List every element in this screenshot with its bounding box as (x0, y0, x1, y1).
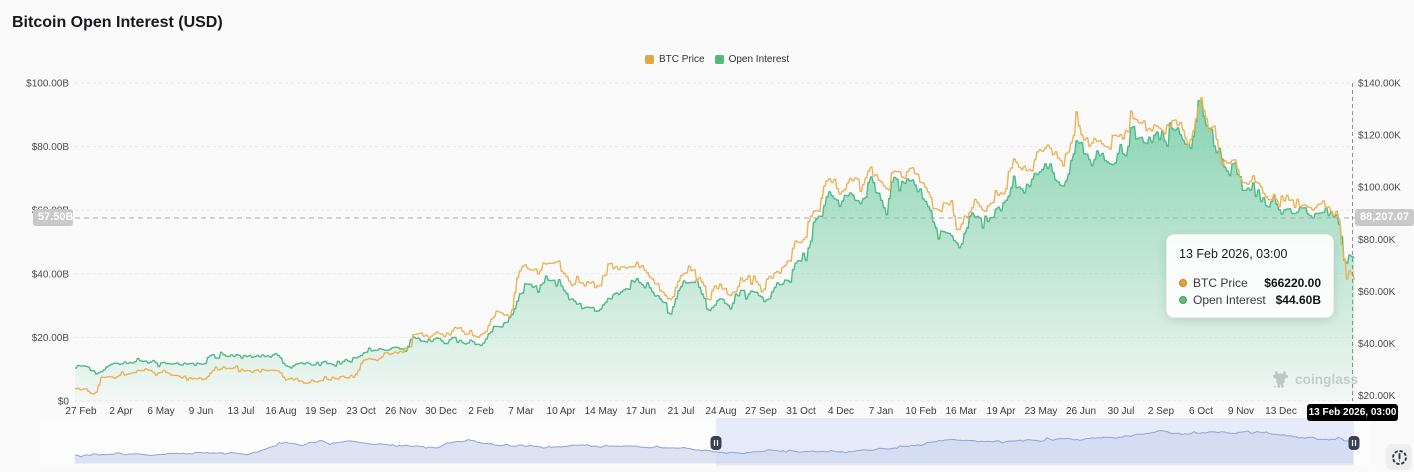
svg-text:$20.00B: $20.00B (32, 333, 70, 344)
svg-text:$40.00K: $40.00K (1358, 339, 1396, 350)
svg-text:13 Dec: 13 Dec (1265, 406, 1297, 417)
svg-text:$100.00B: $100.00B (26, 79, 69, 90)
svg-text:23 Oct: 23 Oct (346, 406, 376, 417)
svg-text:16 Mar: 16 Mar (945, 406, 977, 417)
svg-text:$0: $0 (58, 397, 70, 408)
svg-text:7 Jan: 7 Jan (869, 406, 893, 417)
svg-text:10 Feb: 10 Feb (905, 406, 937, 417)
svg-text:10 Apr: 10 Apr (547, 406, 577, 417)
svg-text:7 Mar: 7 Mar (508, 406, 534, 417)
svg-text:$80.00B: $80.00B (32, 142, 70, 153)
svg-text:$140.00K: $140.00K (1358, 79, 1401, 90)
svg-text:30 Jul: 30 Jul (1108, 406, 1135, 417)
svg-text:2 Sep: 2 Sep (1148, 406, 1175, 417)
svg-text:6 Oct: 6 Oct (1189, 406, 1213, 417)
svg-text:6 May: 6 May (147, 406, 174, 417)
svg-text:23 May: 23 May (1025, 406, 1058, 417)
svg-text:2 Feb: 2 Feb (468, 406, 494, 417)
svg-text:9 Jun: 9 Jun (189, 406, 213, 417)
svg-text:17 Jun: 17 Jun (626, 406, 656, 417)
svg-text:$40.00B: $40.00B (32, 269, 70, 280)
svg-text:$100.00K: $100.00K (1358, 183, 1401, 194)
svg-text:19 Sep: 19 Sep (305, 406, 337, 417)
svg-text:26 Nov: 26 Nov (385, 406, 417, 417)
svg-text:2 Apr: 2 Apr (109, 406, 133, 417)
svg-text:$60.00K: $60.00K (1358, 287, 1396, 298)
svg-text:24 Aug: 24 Aug (705, 406, 736, 417)
svg-text:31 Oct: 31 Oct (786, 406, 816, 417)
svg-text:27 Sep: 27 Sep (745, 406, 777, 417)
svg-text:27 Feb: 27 Feb (65, 406, 97, 417)
svg-text:16 Aug: 16 Aug (265, 406, 296, 417)
svg-text:13 Jul: 13 Jul (228, 406, 255, 417)
svg-text:9 Nov: 9 Nov (1228, 406, 1254, 417)
svg-text:21 Jul: 21 Jul (668, 406, 695, 417)
svg-text:26 Jun: 26 Jun (1066, 406, 1096, 417)
svg-text:$20.00K: $20.00K (1358, 391, 1396, 402)
svg-text:14 May: 14 May (585, 406, 618, 417)
svg-text:4 Dec: 4 Dec (828, 406, 854, 417)
svg-text:19 Apr: 19 Apr (987, 406, 1017, 417)
svg-text:$120.00K: $120.00K (1358, 131, 1401, 142)
svg-text:30 Dec: 30 Dec (425, 406, 457, 417)
svg-text:$80.00K: $80.00K (1358, 235, 1396, 246)
